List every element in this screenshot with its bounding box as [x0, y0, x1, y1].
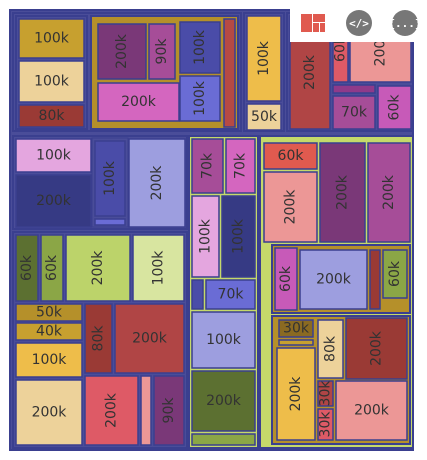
treemap-cell-label: 70k [341, 105, 368, 121]
treemap-cell-label: 200k [32, 405, 68, 421]
treemap-cell-label: 90k [154, 38, 170, 65]
treemap-cell-label: 200k [354, 403, 390, 419]
treemap-cell-label: 200k [114, 33, 130, 69]
treemap-cell-label: 100k [206, 332, 242, 348]
treemap-cell-label: 30k [283, 321, 310, 337]
treemap-cell [95, 219, 125, 225]
treemap-cell-label: 80k [91, 325, 107, 352]
treemap-cell-label: 70k [218, 287, 245, 303]
treemap-cell-label: 200k [206, 393, 242, 409]
treemap-cell-label: 60k [387, 94, 403, 121]
treemap-cell-label: 90k [161, 397, 177, 424]
treemap-cell-label: 40k [36, 324, 63, 340]
treemap-cell-label: 200k [90, 250, 106, 286]
treemap-cell [141, 376, 151, 445]
treemap-cell [370, 250, 380, 309]
treemap-cell-label: 200k [121, 94, 157, 110]
treemap-cell-label: 200k [36, 193, 72, 209]
treemap-cell-label: 100k [102, 160, 118, 196]
chart-toolbar: </> {...} [290, 2, 427, 42]
treemap-cell-label: 200k [316, 272, 352, 288]
treemap-view-icon[interactable] [300, 10, 326, 36]
treemap-cell-label: 100k [34, 74, 70, 90]
treemap-cell-label: 100k [256, 40, 272, 76]
treemap-cell-label: 50k [36, 305, 63, 321]
treemap-cell-label: 30k [318, 380, 334, 407]
treemap-cell-label: 200k [335, 174, 351, 210]
treemap-cell [192, 434, 255, 445]
treemap-cell [224, 19, 235, 127]
treemap-cell-label: 80k [39, 108, 66, 124]
treemap-cell-label: 100k [198, 218, 214, 254]
treemap-cell-label: 30k [318, 411, 334, 438]
treemap-cell-label: 200k [288, 376, 304, 412]
data-view-label: {...} [388, 17, 421, 30]
treemap-cell-label: 70k [233, 152, 249, 179]
treemap-cell-label: 100k [192, 29, 208, 65]
code-view-label: </> [349, 17, 369, 30]
treemap-cell-label: 100k [231, 218, 247, 254]
treemap-cell-label: 60k [387, 260, 403, 287]
treemap-cell-label: 100k [36, 148, 72, 164]
treemap-view-glyph [301, 14, 325, 32]
treemap-cell-label: 100k [32, 352, 68, 368]
treemap-cell-label: 200k [132, 331, 168, 347]
treemap-cell-label: 100k [34, 31, 70, 47]
treemap-cell-label: 100k [151, 250, 167, 286]
treemap-cell-label: 70k [200, 152, 216, 179]
code-view-icon[interactable]: </> [346, 10, 372, 36]
treemap-cell [279, 340, 313, 345]
treemap-cell-label: 200k [369, 330, 385, 366]
treemap-cell-label: 50k [251, 109, 278, 125]
treemap-cell [333, 85, 375, 93]
treemap-cell-label: 200k [283, 189, 299, 225]
treemap-cell-label: 60k [44, 254, 60, 281]
treemap-cell-label: 200k [104, 392, 120, 428]
treemap-cell-label: 60k [278, 265, 294, 292]
treemap-cell-label: 200k [149, 165, 165, 201]
treemap-cell-label: 60k [278, 148, 305, 164]
treemap-cell [192, 280, 203, 309]
treemap-cell-label: 60k [19, 254, 35, 281]
data-view-icon[interactable]: {...} [392, 10, 418, 36]
treemap-cell-label: 100k [192, 80, 208, 116]
treemap-cell-label: 80k [323, 335, 339, 362]
treemap-cell-label: 200k [381, 174, 397, 210]
treemap-cell-label: 200k [302, 54, 318, 90]
